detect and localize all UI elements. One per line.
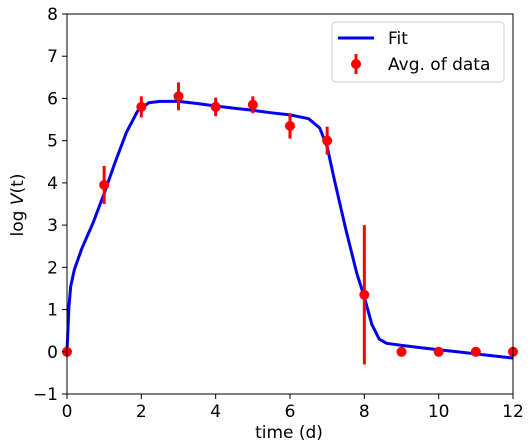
y-tick-label: −1 bbox=[33, 385, 58, 405]
y-tick-label: 5 bbox=[47, 132, 58, 152]
data-point bbox=[247, 99, 258, 110]
legend: Fit Avg. of data bbox=[331, 21, 505, 83]
data-point bbox=[173, 91, 184, 102]
x-tick-label: 10 bbox=[428, 402, 450, 422]
fit-line bbox=[65, 99, 514, 360]
x-tick-label: 6 bbox=[285, 402, 296, 422]
legend-data-label: Avg. of data bbox=[388, 55, 490, 75]
y-tick-label: 6 bbox=[47, 89, 58, 109]
legend-fit-label: Fit bbox=[388, 29, 408, 49]
y-tick-label: 1 bbox=[47, 301, 58, 321]
x-tick-label: 0 bbox=[62, 402, 73, 422]
data-point bbox=[285, 120, 295, 131]
legend-data-swatch-marker bbox=[351, 59, 361, 69]
y-tick-label: 0 bbox=[47, 343, 58, 363]
data-point bbox=[210, 101, 221, 112]
data-point bbox=[433, 346, 444, 357]
y-axis-title: log V(t) bbox=[8, 174, 28, 237]
x-tick-label: 12 bbox=[502, 402, 524, 422]
y-axis-title-variable: V bbox=[8, 192, 28, 205]
data-point bbox=[359, 289, 370, 300]
x-tick-label: 4 bbox=[210, 402, 221, 422]
y-tick-label: 8 bbox=[47, 5, 58, 25]
x-tick-label: 2 bbox=[136, 402, 147, 422]
y-axis-title-args: (t) bbox=[8, 174, 28, 194]
y-axis-title-prefix: log bbox=[8, 205, 28, 236]
plot-area bbox=[62, 82, 518, 365]
y-tick-label: 7 bbox=[47, 47, 58, 67]
x-axis-title: time (d) bbox=[255, 423, 323, 443]
data-point bbox=[322, 135, 333, 146]
data-point bbox=[136, 101, 147, 112]
y-tick-label: 4 bbox=[47, 174, 58, 194]
legend-box bbox=[331, 21, 505, 83]
data-point bbox=[99, 180, 110, 190]
data-point bbox=[470, 346, 481, 357]
data-point bbox=[396, 346, 407, 357]
y-tick-label: 3 bbox=[47, 216, 58, 236]
x-tick-label: 8 bbox=[359, 402, 370, 422]
y-tick-label: 2 bbox=[47, 258, 58, 278]
